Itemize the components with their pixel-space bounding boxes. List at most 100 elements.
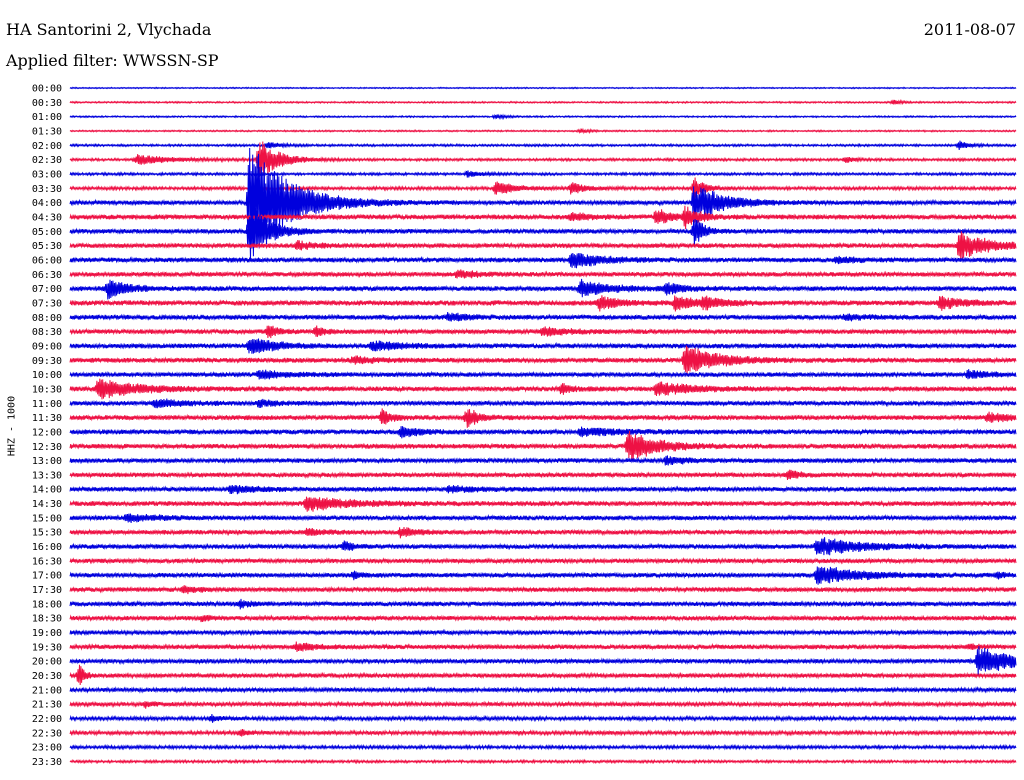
trace-row-0130 [69, 127, 1017, 135]
row-time-label: 20:00 [32, 657, 62, 668]
row-time-label: 07:00 [32, 284, 62, 295]
trace-row-0530 [69, 231, 1017, 260]
trace-row-0100 [69, 113, 1017, 121]
trace-row-0630 [69, 269, 1017, 279]
row-time-label: 14:30 [32, 499, 62, 510]
row-time-label: 03:30 [32, 184, 62, 195]
trace-row-0930 [69, 345, 1017, 375]
row-time-label: 22:30 [32, 728, 62, 739]
row-time-label: 05:00 [32, 227, 62, 238]
trace-row-2330 [69, 758, 1017, 765]
row-time-label: 15:30 [32, 528, 62, 539]
trace-row-1130 [69, 408, 1017, 428]
trace-row-1830 [69, 614, 1017, 623]
row-time-label: 00:00 [32, 84, 62, 95]
row-time-label: 06:30 [32, 270, 62, 281]
trace-row-0500 [69, 202, 1017, 262]
trace-row-0430 [69, 205, 1017, 230]
row-time-label: 00:30 [32, 98, 62, 109]
trace-row-0800 [69, 311, 1017, 322]
row-time-label: 01:00 [32, 112, 62, 123]
trace-row-1300 [69, 455, 1017, 466]
trace-row-0000 [69, 86, 1017, 90]
trace-row-0900 [69, 338, 1017, 354]
row-time-label: 17:00 [32, 571, 62, 582]
trace-row-0300 [69, 170, 1017, 178]
trace-row-1030 [69, 378, 1017, 400]
trace-row-1630 [69, 556, 1017, 565]
row-time-label: 18:30 [32, 614, 62, 625]
trace-row-2030 [69, 664, 1017, 686]
row-time-label: 03:00 [32, 169, 62, 180]
trace-row-1000 [69, 369, 1017, 380]
row-time-label: 16:30 [32, 556, 62, 567]
row-time-label: 22:00 [32, 714, 62, 725]
trace-row-1900 [69, 628, 1017, 637]
trace-row-1800 [69, 598, 1017, 610]
row-time-label: 20:30 [32, 671, 62, 682]
trace-row-0400 [69, 147, 1017, 245]
row-time-label: 17:30 [32, 585, 62, 596]
row-time-label: 23:00 [32, 743, 62, 754]
trace-row-2000 [69, 646, 1017, 676]
row-time-label: 10:30 [32, 384, 62, 395]
row-time-label: 11:30 [32, 413, 62, 424]
row-time-label: 09:30 [32, 356, 62, 367]
trace-row-0200 [69, 140, 1017, 151]
row-time-label: 19:00 [32, 628, 62, 639]
trace-row-2130 [69, 700, 1017, 709]
trace-row-1330 [69, 469, 1017, 481]
row-time-label: 10:00 [32, 370, 62, 381]
row-time-label: 02:00 [32, 141, 62, 152]
trace-row-1930 [69, 641, 1017, 653]
trace-row-1500 [69, 513, 1017, 524]
trace-row-0030 [69, 98, 1017, 106]
row-time-label: 16:00 [32, 542, 62, 553]
row-time-label: 19:30 [32, 642, 62, 653]
row-time-label: 11:00 [32, 399, 62, 410]
row-time-label: 18:00 [32, 599, 62, 610]
trace-row-1400 [69, 484, 1017, 495]
row-time-label: 02:30 [32, 155, 62, 166]
row-time-label: 23:30 [32, 757, 62, 768]
trace-row-1200 [69, 426, 1017, 439]
trace-row-0830 [69, 325, 1017, 339]
row-time-label: 21:00 [32, 685, 62, 696]
trace-row-0230 [69, 141, 1017, 178]
trace-row-1100 [69, 398, 1017, 409]
filter-label: Applied filter: WWSSN-SP [6, 51, 219, 70]
row-time-label: 15:00 [32, 513, 62, 524]
row-time-label: 08:00 [32, 313, 62, 324]
row-time-label: 13:30 [32, 470, 62, 481]
trace-row-2100 [69, 685, 1017, 694]
trace-row-0600 [69, 252, 1017, 269]
row-time-label: 21:30 [32, 700, 62, 711]
trace-row-1430 [69, 496, 1017, 512]
trace-row-2230 [69, 728, 1017, 737]
row-time-label: 13:00 [32, 456, 62, 467]
trace-row-1730 [69, 585, 1017, 595]
trace-row-2300 [69, 743, 1017, 751]
row-time-label: 01:30 [32, 126, 62, 137]
trace-row-1600 [69, 537, 1017, 556]
row-time-label: 09:00 [32, 341, 62, 352]
row-time-label: 06:00 [32, 255, 62, 266]
row-time-label: 04:00 [32, 198, 62, 209]
trace-row-1530 [69, 526, 1017, 539]
trace-row-1230 [69, 430, 1017, 462]
trace-row-0330 [69, 177, 1017, 201]
trace-row-0700 [69, 278, 1017, 300]
trace-row-0730 [69, 295, 1017, 312]
station-title: HA Santorini 2, Vlychada [6, 20, 212, 39]
row-time-label: 05:30 [32, 241, 62, 252]
row-time-label: 12:00 [32, 427, 62, 438]
date-label: 2011-08-07 [923, 20, 1016, 39]
row-time-label: 14:00 [32, 485, 62, 496]
trace-row-2200 [69, 713, 1017, 723]
row-time-label: 08:30 [32, 327, 62, 338]
row-time-label: 04:30 [32, 212, 62, 223]
trace-row-1700 [69, 566, 1017, 585]
row-time-label: 12:30 [32, 442, 62, 453]
row-time-label: 07:30 [32, 298, 62, 309]
